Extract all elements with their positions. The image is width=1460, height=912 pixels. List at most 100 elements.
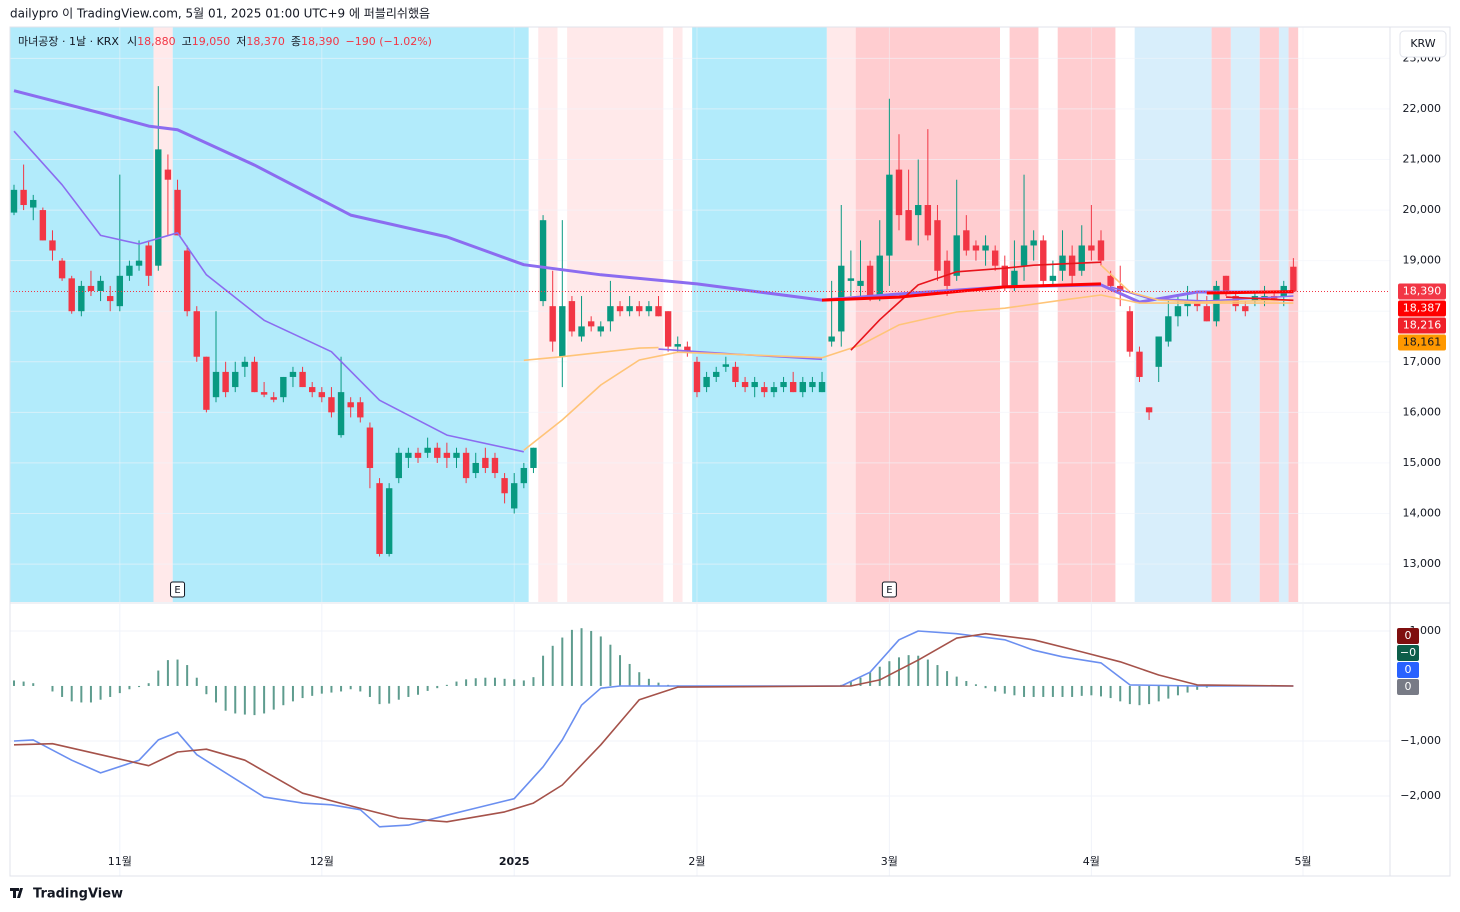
- histogram-bar: [1176, 685, 1179, 696]
- candle-body: [97, 280, 104, 291]
- candle-body: [924, 205, 932, 236]
- candle-body: [578, 326, 585, 337]
- candle-body: [539, 220, 547, 302]
- candle-body: [741, 382, 749, 388]
- candle-body: [1174, 306, 1182, 317]
- signal-band: [1259, 27, 1279, 602]
- candle-body: [915, 205, 922, 216]
- histogram-bar: [1186, 685, 1189, 693]
- candle-body: [155, 149, 162, 266]
- macd-value-label: 0: [1405, 663, 1412, 676]
- candle-body: [857, 280, 864, 286]
- signal-band: [1009, 27, 1039, 602]
- histogram-bar: [532, 677, 535, 686]
- y-tick-label: 16,000: [1403, 405, 1442, 418]
- candle-body: [655, 306, 662, 317]
- histogram-bar: [320, 685, 323, 694]
- candle-body: [222, 371, 229, 393]
- signal-band: [153, 27, 173, 602]
- candle-body: [357, 402, 364, 418]
- histogram-bar: [1099, 685, 1102, 697]
- histogram-bar: [195, 677, 198, 686]
- candle-body: [1020, 245, 1028, 266]
- histogram-bar: [1119, 685, 1122, 702]
- candle-body: [280, 376, 287, 398]
- event-label: E: [174, 585, 180, 596]
- candle-body: [49, 240, 56, 251]
- histogram-bar: [176, 659, 179, 686]
- legend: 마녀공장 · 1날 · KRX 시18,880 고19,050 저18,370 종18,…: [18, 35, 432, 48]
- y-tick-label: −1,000: [1400, 734, 1441, 747]
- candle-body: [183, 250, 191, 312]
- candle-body: [626, 306, 633, 312]
- histogram-bar: [878, 666, 881, 686]
- signal-band: [1278, 27, 1289, 602]
- histogram-bar: [224, 685, 227, 711]
- histogram-bar: [1003, 685, 1006, 694]
- indicator-line: [13, 632, 1294, 823]
- candle-body: [511, 483, 518, 509]
- y-tick-label: 13,000: [1403, 557, 1442, 570]
- candle-body: [1155, 336, 1162, 367]
- candle-body: [20, 189, 27, 206]
- histogram-bar: [599, 636, 602, 686]
- legend-key: 저: [236, 35, 246, 48]
- candle-body: [713, 371, 720, 377]
- histogram-bar: [1032, 685, 1035, 697]
- x-tick-label: 5월: [1294, 855, 1311, 868]
- histogram-bar: [282, 685, 285, 706]
- candle-body: [770, 387, 778, 393]
- candle-body: [232, 371, 239, 388]
- histogram-bar: [551, 645, 554, 686]
- candle-body: [799, 382, 806, 393]
- histogram-bar: [330, 685, 333, 693]
- candle-body: [809, 382, 816, 388]
- histogram-bar: [388, 685, 391, 704]
- histogram-bar: [1196, 685, 1199, 690]
- macd-value-label: −0: [1400, 646, 1416, 659]
- legend-value: 18,370: [246, 35, 285, 48]
- candle-body: [1097, 240, 1105, 261]
- legend-symbol: 마녀공장 · 1날 · KRX: [18, 35, 119, 48]
- candle-body: [876, 255, 883, 297]
- price-label: 18,390: [1403, 284, 1442, 297]
- candle-body: [414, 452, 422, 458]
- signal-band: [567, 27, 664, 602]
- candle-body: [664, 311, 672, 347]
- signal-band: [172, 27, 529, 602]
- candle-body: [1117, 285, 1124, 291]
- candle-body: [1203, 306, 1211, 322]
- candle-body: [789, 382, 797, 393]
- logo-icon: [10, 888, 23, 898]
- histogram-bar: [869, 672, 872, 686]
- candle-body: [905, 210, 912, 241]
- indicator-line: [1100, 264, 1294, 303]
- candle-body: [684, 346, 691, 352]
- histogram-bar: [349, 685, 352, 690]
- price-label-badge: [1398, 334, 1446, 351]
- histogram-bar: [99, 685, 102, 700]
- histogram-bar: [1042, 685, 1045, 697]
- candle-body: [1001, 265, 1008, 286]
- histogram-bar: [455, 681, 458, 686]
- histogram-bar: [70, 685, 73, 702]
- currency-button[interactable]: [1399, 30, 1447, 58]
- indicator-line: [13, 89, 1294, 304]
- legend-value: 18,390: [301, 35, 340, 48]
- histogram-bar: [61, 685, 64, 697]
- macd-value-label: 0: [1405, 629, 1412, 642]
- candle-body: [751, 382, 758, 388]
- histogram-bar: [109, 685, 112, 697]
- candle-body: [587, 321, 595, 327]
- macd-value-badge: [1397, 628, 1419, 644]
- histogram-bar: [397, 685, 400, 700]
- candle-body: [145, 245, 152, 276]
- histogram-bar: [619, 655, 622, 686]
- candle-body: [87, 285, 95, 291]
- histogram-bar: [503, 678, 506, 686]
- legend-key: 종: [291, 35, 301, 48]
- price-label: 18,216: [1403, 318, 1442, 331]
- signal-band: [1134, 27, 1212, 602]
- candle-body: [39, 210, 47, 241]
